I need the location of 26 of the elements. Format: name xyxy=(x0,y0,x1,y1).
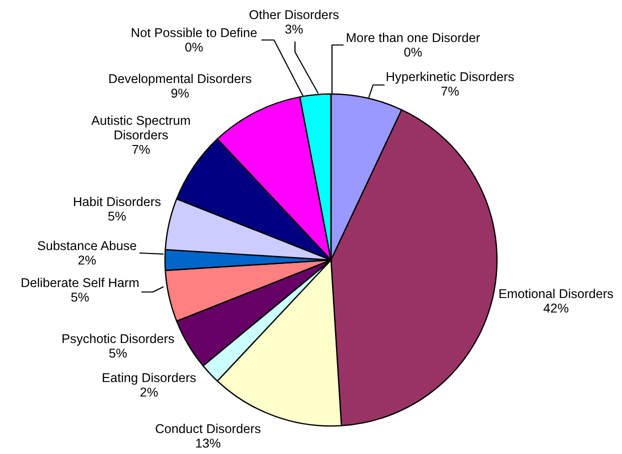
slice-label: Conduct Disorders xyxy=(156,424,260,434)
slice-label: Emotional Disorders xyxy=(500,288,614,298)
data-label: 2% xyxy=(140,388,158,397)
data-label: 9% xyxy=(171,88,189,98)
data-label: 3% xyxy=(285,24,303,34)
data-label: 7% xyxy=(441,86,459,96)
category-label: Not Possible to Define xyxy=(132,28,257,38)
data-label: 5% xyxy=(71,292,89,302)
slice-label: Psychotic Disorders xyxy=(62,334,174,346)
slice-label: Deliberate Self Harm xyxy=(22,278,138,288)
text: 0% xyxy=(185,42,203,52)
data-label: 42% xyxy=(544,304,568,313)
data-label: 7% xyxy=(132,144,150,154)
text: 0% xyxy=(404,48,422,57)
category-label: More than one Disorder xyxy=(346,32,480,42)
data-label: 5% xyxy=(108,212,126,221)
data-label: 13% xyxy=(196,438,220,448)
slice-label: Substance Abuse xyxy=(38,240,136,250)
slice-label: Habit Disorders xyxy=(74,196,161,206)
slice-label: Hyperkinetic Disorders xyxy=(386,72,514,84)
data-label: 2% xyxy=(78,256,96,265)
slice-label: Other Disorders xyxy=(250,10,339,20)
slice-label: Autistic Spectrum Disorders xyxy=(91,116,190,140)
slice-label: Developmental Disorders xyxy=(109,74,252,86)
data-label: 5% xyxy=(109,348,127,358)
slice-label: Eating Disorders xyxy=(102,372,196,385)
